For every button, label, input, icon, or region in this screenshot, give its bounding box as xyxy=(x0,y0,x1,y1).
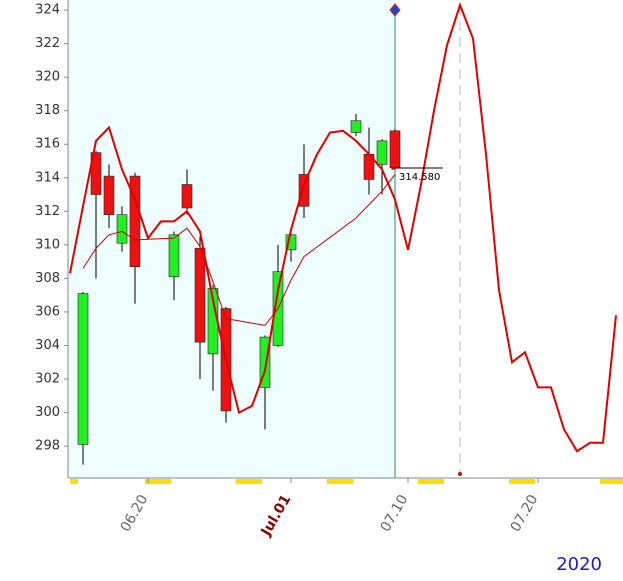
last-price-dot xyxy=(391,166,395,170)
price-line xyxy=(82,174,396,326)
candle-body xyxy=(103,175,115,215)
candle-body xyxy=(181,184,193,209)
current-date-marker xyxy=(389,3,401,17)
y-tick-label: 322 xyxy=(35,36,60,51)
y-tick-label: 300 xyxy=(35,405,60,420)
y-tick-label: 312 xyxy=(35,204,60,219)
forecast-peak-dot xyxy=(458,472,462,476)
year-label: 2020 xyxy=(556,554,602,575)
y-tick-label: 308 xyxy=(35,271,60,286)
candle-body xyxy=(168,234,180,278)
candle-body xyxy=(259,336,271,388)
candle-body xyxy=(350,120,362,133)
y-tick-label: 302 xyxy=(35,372,60,387)
candle-body xyxy=(194,247,206,343)
y-tick-label: 304 xyxy=(35,338,60,353)
candle-body xyxy=(298,174,310,207)
y-tick-label: 316 xyxy=(35,137,60,152)
candle-body xyxy=(376,140,388,165)
y-tick-label: 324 xyxy=(35,3,60,18)
price-line xyxy=(69,2,617,453)
candle-body xyxy=(77,293,89,445)
candle-body xyxy=(285,234,297,251)
last-price-label: 314.580 xyxy=(399,172,440,183)
y-tick-label: 310 xyxy=(35,237,60,252)
y-tick-label: 306 xyxy=(35,304,60,319)
candle-body xyxy=(90,152,102,195)
weekend-marks xyxy=(70,479,623,484)
y-tick-label: 314 xyxy=(35,170,60,185)
y-tick-label: 320 xyxy=(35,70,60,85)
y-tick-label: 318 xyxy=(35,103,60,118)
candle-body xyxy=(389,130,401,169)
candle-body xyxy=(129,175,141,267)
y-tick-label: 298 xyxy=(35,439,60,454)
candle-body xyxy=(116,214,128,244)
